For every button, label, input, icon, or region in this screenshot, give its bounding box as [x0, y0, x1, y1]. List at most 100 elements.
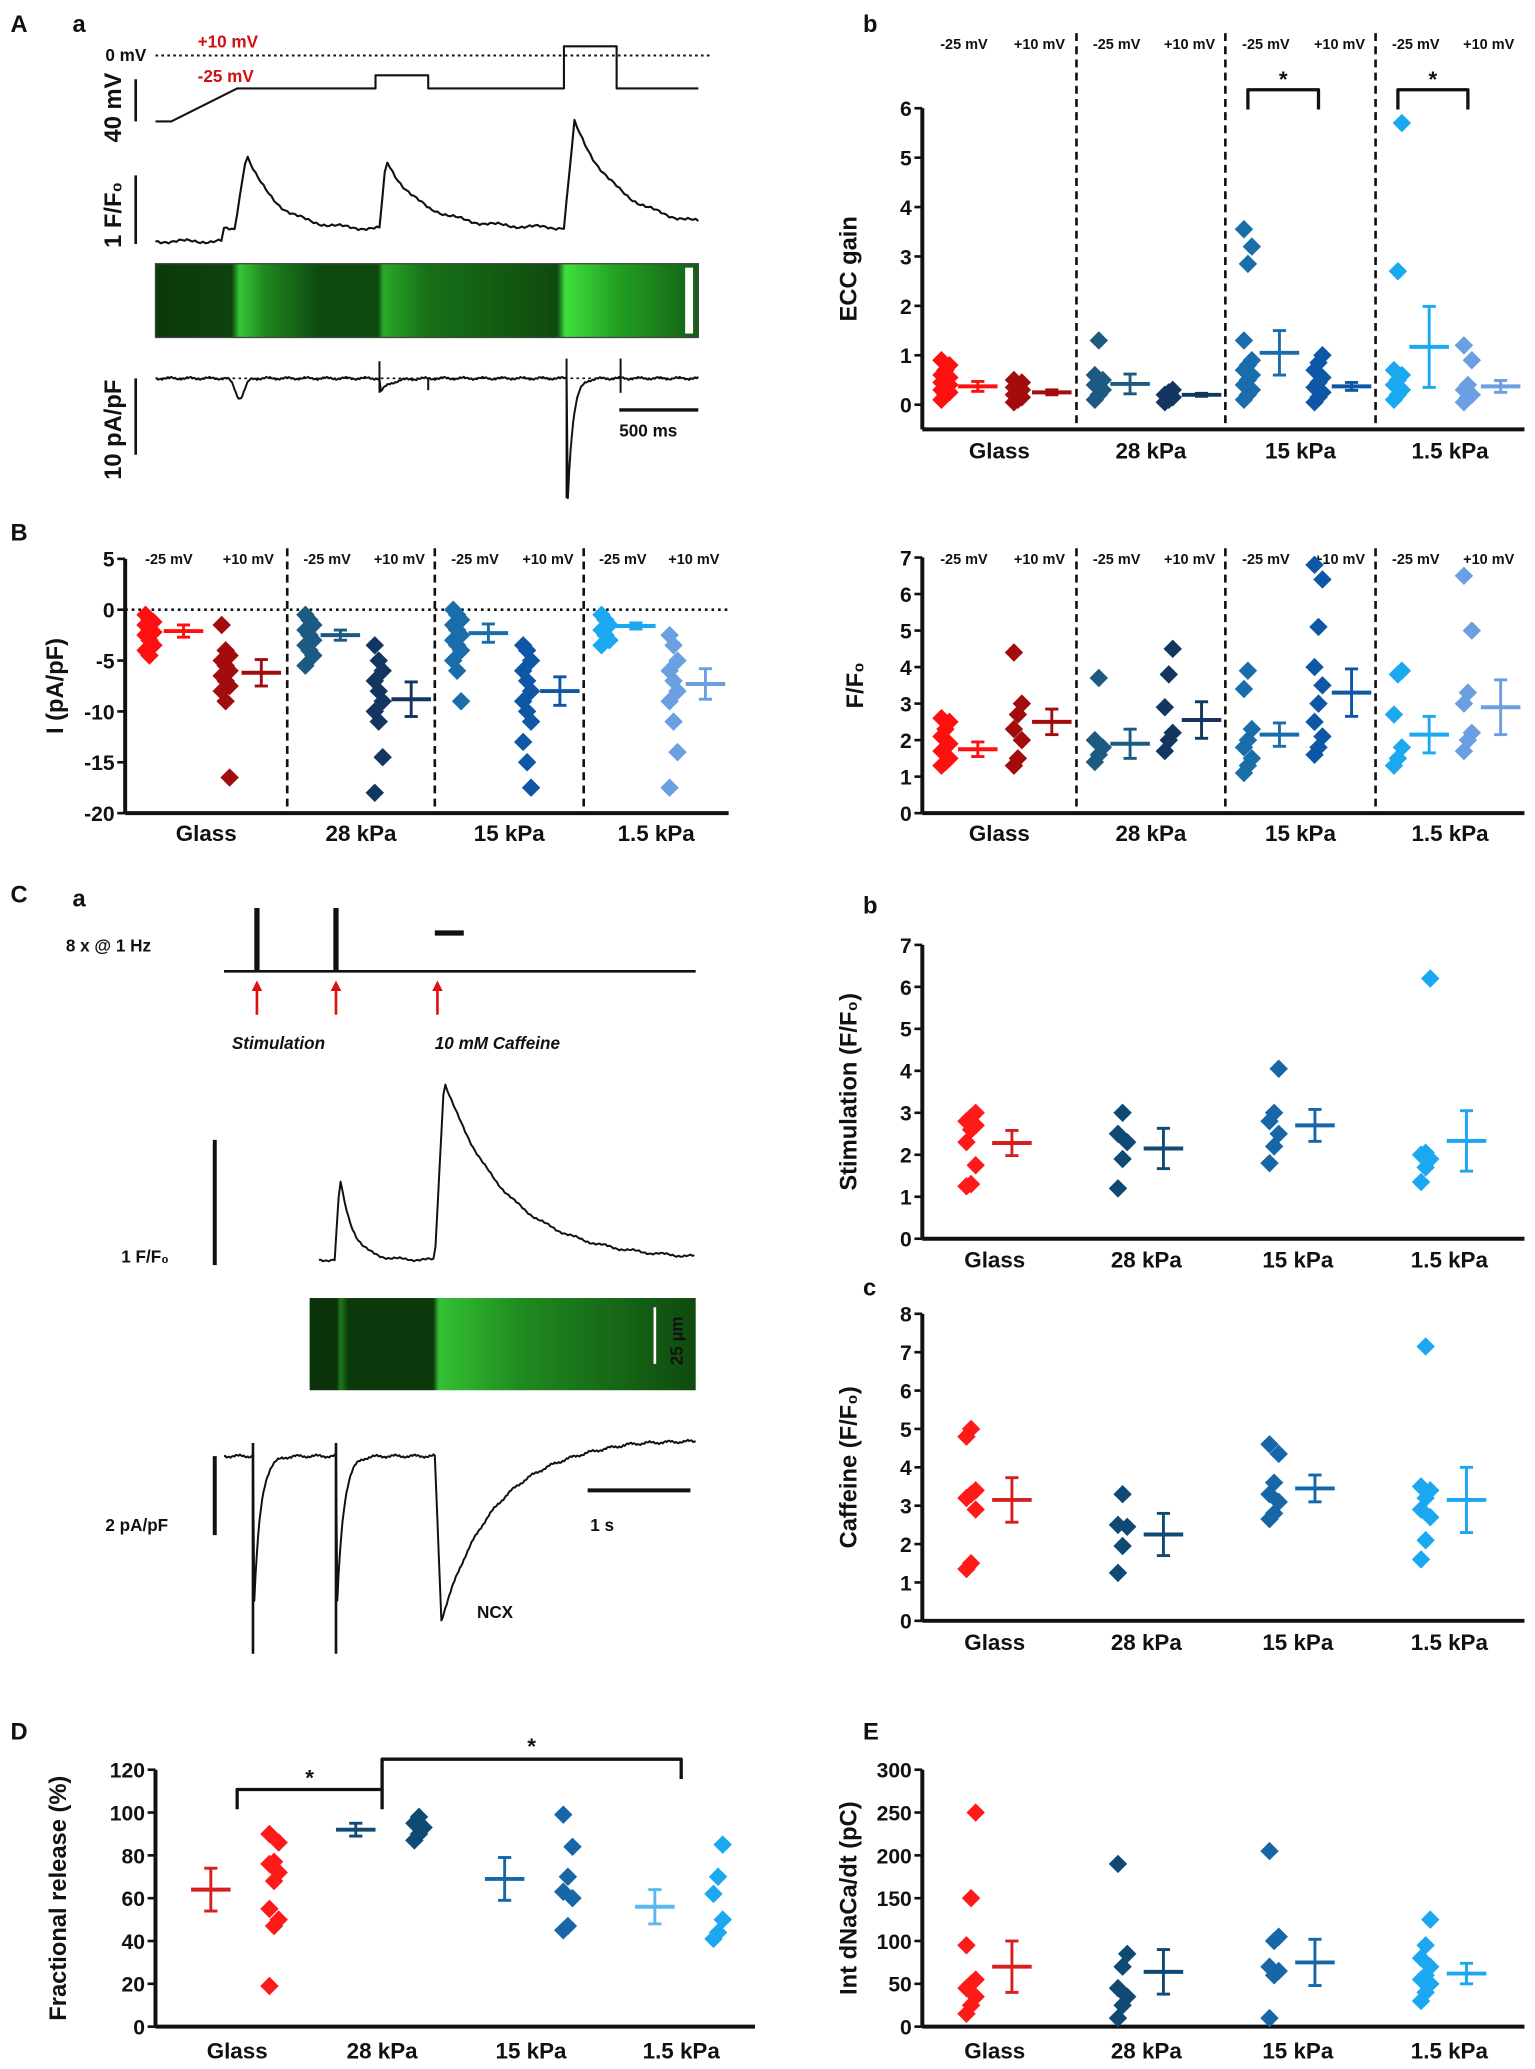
data-point [704, 1884, 723, 1904]
data-point [1260, 1957, 1279, 1976]
data-point [1313, 676, 1332, 695]
data-point [1313, 727, 1332, 746]
y-axis-label: Stimulation (F/F₀) [836, 993, 862, 1191]
category-label: 28 kPa [347, 2038, 418, 2063]
data-point [1108, 1563, 1128, 1583]
data-point [1411, 1172, 1431, 1192]
data-point [664, 636, 683, 655]
data-point [1421, 969, 1440, 988]
category-label: 28 kPa [1115, 439, 1186, 464]
data-point [1108, 1515, 1128, 1535]
current-scale-label-A: 10 pA/pF [101, 380, 127, 480]
condition-label: +10 mV [1014, 552, 1065, 568]
y-tick-label: 7 [900, 935, 912, 958]
data-point [1264, 1137, 1284, 1156]
data-point [373, 747, 392, 767]
significance-star: * [527, 1734, 536, 1759]
y-tick-label: 250 [877, 1802, 912, 1825]
category-label: Glass [969, 439, 1030, 464]
category-label: Glass [176, 821, 237, 846]
category-label: 15 kPa [1265, 439, 1336, 464]
fluorescence-scale-label-A: 1 F/F₀ [101, 182, 127, 248]
data-point [1113, 1536, 1132, 1556]
y-tick-label: 6 [900, 977, 912, 1000]
category-label: Glass [964, 1248, 1025, 1273]
condition-label: -25 mV [145, 552, 193, 568]
data-point [1260, 1435, 1279, 1454]
data-point [1269, 1059, 1288, 1078]
category-label: 28 kPa [1111, 2038, 1182, 2063]
data-point [932, 708, 951, 728]
y-tick-label: 7 [900, 547, 912, 570]
y-tick-label: 5 [103, 549, 115, 572]
data-point [1117, 1944, 1137, 1964]
panel-label-E: E [863, 1719, 879, 1745]
y-tick-label: 0 [900, 1229, 912, 1252]
category-label: 1.5 kPa [643, 2038, 721, 2063]
data-point [1238, 254, 1258, 274]
data-point [961, 1888, 981, 1908]
data-point [521, 651, 541, 670]
data-point [558, 1916, 578, 1936]
plus10-mv-label: +10 mV [198, 33, 259, 52]
data-point [558, 1867, 578, 1886]
panel-label-Ca: a [72, 887, 86, 913]
category-label: 15 kPa [1262, 2038, 1333, 2063]
category-label: 28 kPa [1115, 821, 1186, 846]
data-point [1008, 749, 1028, 768]
data-point [1113, 1484, 1132, 1504]
category-label: Glass [964, 1630, 1025, 1655]
data-point [1388, 262, 1408, 281]
category-label: 15 kPa [1262, 1248, 1333, 1273]
significance-bracket [1246, 88, 1321, 110]
data-point [1163, 380, 1182, 400]
y-tick-label: 0 [900, 803, 912, 826]
significance-bracket [1396, 88, 1470, 110]
data-point [517, 753, 537, 772]
time-scale-label-A: 500 ms [619, 421, 677, 440]
data-point [269, 1910, 288, 1929]
data-point [1309, 694, 1328, 713]
data-point [1108, 1978, 1128, 1998]
category-label: 15 kPa [1262, 1630, 1333, 1655]
condition-label: -25 mV [451, 552, 499, 568]
significance-star: * [1279, 67, 1288, 92]
category-label: 15 kPa [1265, 821, 1336, 846]
condition-label: -25 mV [1242, 37, 1290, 53]
data-point [966, 1481, 985, 1500]
data-point [668, 742, 687, 762]
y-axis-label: I (pA/pF) [43, 638, 69, 734]
data-point [1260, 2008, 1279, 2028]
y-axis-label: Fractional release (%) [46, 1776, 72, 2021]
data-point [1242, 237, 1262, 256]
linescan-image-C [309, 1298, 696, 1391]
data-point [1305, 657, 1324, 677]
data-point [1384, 705, 1404, 724]
y-tick-label: 4 [900, 657, 912, 680]
data-point [563, 1837, 582, 1857]
data-point [1421, 1910, 1440, 1929]
y-tick-label: 8 [900, 1304, 912, 1327]
current-scale-label-C: 2 pA/pF [105, 1516, 168, 1535]
data-point [220, 646, 239, 665]
condition-label: -25 mV [940, 37, 988, 53]
y-tick-label: 0 [900, 2017, 912, 2040]
voltage-protocol-trace [155, 45, 699, 123]
condition-label: -25 mV [1093, 552, 1141, 568]
panel-label-C: C [11, 883, 28, 909]
data-point [708, 1867, 728, 1886]
y-tick-label: 40 [121, 1931, 144, 1954]
data-point [1416, 1936, 1435, 1955]
data-point [304, 630, 323, 650]
data-point [1089, 331, 1109, 350]
y-tick-label: 60 [121, 1888, 144, 1911]
data-point [966, 1156, 985, 1175]
y-tick-label: -20 [84, 803, 114, 826]
data-point [521, 712, 541, 731]
y-tick-label: 80 [121, 1845, 144, 1868]
data-point [1416, 1531, 1435, 1550]
data-point [1163, 723, 1182, 743]
data-point [1416, 1337, 1435, 1356]
category-label: 1.5 kPa [1411, 439, 1489, 464]
data-point [1108, 1854, 1128, 1874]
